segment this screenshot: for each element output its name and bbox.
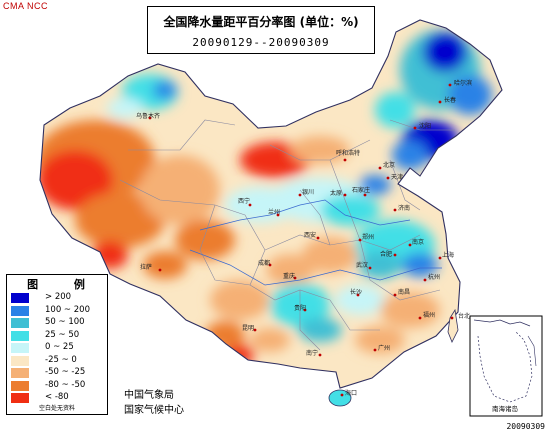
legend-swatch [11,330,29,341]
city-label-beijing: 北京 [383,162,396,169]
city-label-taiyuan: 太原 [330,190,343,197]
province-boundaries [119,119,455,351]
rivers [189,199,442,286]
legend-row: 100 ~ 200 [11,305,107,317]
legend-label: -80 ~ -50 [45,379,86,390]
city-label-guangzhou: 广州 [378,345,391,352]
city-label-guiyang: 贵阳 [294,305,307,312]
legend-row: 0 ~ 25 [11,342,107,354]
legend-label: -50 ~ -25 [45,367,86,377]
legend: 图 例 > 200 100 ~ 200 50 ~ 100 25 ~ 50 0 ~ 25 -… [6,274,108,415]
city-label-lhasa: 拉萨 [140,264,153,271]
map-title-box: 全国降水量距平百分率图 (单位：%) 20090129--20090309 [147,6,375,54]
legend-swatch [11,380,29,391]
legend-label: > 200 [45,292,72,302]
city-label-harbin: 哈尔滨 [454,80,473,87]
city-label-nanning: 南宁 [306,350,319,357]
city-label-changsha: 长沙 [350,289,363,296]
org-cma: 中国气象局 [124,390,174,401]
city-label-yinchuan: 银川 [302,189,315,196]
legend-swatch [11,318,29,328]
city-label-kunming: 昆明 [242,325,255,332]
legend-swatch [11,393,29,403]
legend-swatch [11,343,29,353]
city-label-nanjing: 南京 [412,239,425,246]
hainan-island [328,389,352,407]
city-label-shanghai: 上海 [442,252,455,259]
legend-note: 空白处无资料 [38,405,75,412]
org-ncc: 国家气候中心 [124,405,184,416]
legend-label: -25 ~ 0 [45,354,77,365]
city-label-shijiazhuang: 石家庄 [352,187,371,194]
legend-row: 50 ~ 100 [11,317,107,329]
legend-row: > 200 [11,292,107,304]
city-label-hefei: 合肥 [380,251,393,258]
city-label-hohhot: 呼和浩特 [336,150,361,157]
city-label-lanzhou: 兰州 [268,209,281,216]
legend-label: 100 ~ 200 [45,304,90,315]
city-label-fuzhou: 福州 [423,312,436,319]
city-label-nanchang: 南昌 [398,289,411,296]
date-range: 20090129--20090309 [192,36,330,49]
legend-row: -80 ~ -50 [11,380,107,392]
legend-swatch [11,355,29,366]
city-label-urumqi: 乌鲁木齐 [136,113,161,120]
legend-swatch [11,293,29,303]
city-label-zhengzhou: 郑州 [362,234,375,241]
brand-logo-text: CMA NCC [3,1,49,11]
taiwan-island [447,308,459,343]
legend-swatch [11,368,29,378]
city-label-wuhan: 武汉 [356,262,369,269]
legend-row: -25 ~ 0 [11,355,107,367]
legend-label: 50 ~ 100 [45,317,85,327]
city-label-xian: 西安 [304,232,317,239]
issue-date: 20090309 [506,422,545,431]
city-label-chengdu: 成都 [258,260,271,267]
legend-row: 25 ~ 50 [11,330,107,342]
city-label-taipei: 台北 [458,313,471,320]
legend-label: 0 ~ 25 [45,342,74,352]
city-label-jinan: 济南 [398,205,411,212]
city-label-tianjin: 天津 [391,174,404,181]
legend-swatch [11,305,29,316]
legend-row: -50 ~ -25 [11,367,107,379]
south-china-sea-inset [469,315,543,417]
legend-row: < -80 [11,392,107,404]
map-title: 全国降水量距平百分率图 (单位：%) [163,15,359,29]
china-outline [39,19,503,389]
legend-title: 图 例 [27,278,101,291]
legend-label: < -80 [45,392,69,402]
city-markers [148,83,454,397]
city-label-chongqing: 重庆 [283,273,296,280]
city-label-shenyang: 沈阳 [419,123,432,130]
city-label-xining: 西宁 [238,198,251,205]
legend-label: 25 ~ 50 [45,329,80,340]
city-label-hangzhou: 杭州 [428,274,441,281]
city-label-changchun: 长春 [444,97,457,104]
city-label-haikou: 海口 [345,390,358,397]
